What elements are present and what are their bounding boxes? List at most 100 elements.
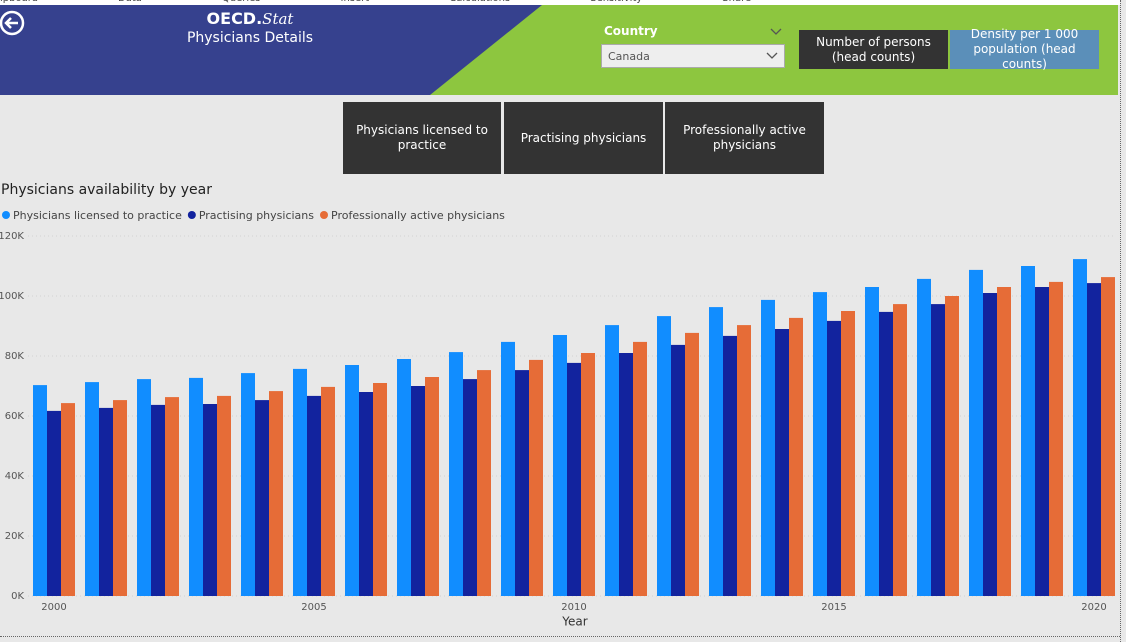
bar: [113, 400, 127, 596]
bar: [775, 329, 789, 596]
bar: [137, 379, 151, 596]
bar: [605, 325, 619, 596]
bar: [463, 379, 477, 596]
x-tick-label: 2000: [41, 602, 66, 613]
country-dropdown[interactable]: Canada: [601, 44, 785, 68]
dropdown-value: Canada: [608, 50, 650, 63]
bar: [567, 362, 581, 596]
bar: [397, 359, 411, 596]
bar: [85, 382, 99, 596]
bar: [1101, 277, 1115, 596]
bar: [931, 304, 945, 596]
bar: [1073, 259, 1087, 596]
y-tick-label: 120K: [0, 231, 24, 242]
bar: [879, 311, 893, 596]
y-tick-label: 60K: [5, 411, 25, 422]
ribbon-tab[interactable]: Data: [118, 0, 172, 5]
bar: [761, 299, 775, 596]
bar: [151, 404, 165, 596]
bar: [477, 370, 491, 596]
bar: [553, 335, 567, 596]
logo-main: OECD.: [206, 9, 263, 28]
bar: [657, 316, 671, 596]
bar: [47, 410, 61, 596]
chart-title: Physicians availability by year: [1, 182, 212, 198]
bar: [359, 392, 373, 596]
bar: [737, 325, 751, 596]
y-tick-label: 0K: [11, 591, 24, 602]
chevron: [766, 52, 778, 59]
bar: [813, 292, 827, 596]
measure-button[interactable]: Number of persons (head counts): [799, 30, 948, 69]
legend-marker: [320, 211, 328, 219]
bar: [449, 352, 463, 596]
bar: [983, 293, 997, 596]
ribbon-tab[interactable]: Queries: [222, 0, 291, 5]
bar: [581, 353, 595, 596]
bar: [345, 365, 359, 596]
logo: OECD.Stat: [180, 9, 320, 28]
y-tick-label: 20K: [5, 531, 25, 542]
bar: [321, 386, 335, 596]
legend-label: Physicians licensed to practice: [13, 209, 182, 222]
bar: [1035, 287, 1049, 596]
bar: [865, 287, 879, 596]
bar: [917, 278, 931, 596]
category-button[interactable]: Professionally active physicians: [665, 102, 824, 174]
ribbon-tab[interactable]: Sensitivity: [590, 0, 672, 5]
bar: [61, 403, 75, 596]
header-banner: [0, 5, 1120, 95]
category-button[interactable]: Physicians licensed to practice: [343, 102, 501, 174]
bar: [255, 400, 269, 596]
bar: [685, 332, 699, 596]
bar: [373, 383, 387, 596]
category-button[interactable]: Practising physicians: [504, 102, 663, 174]
measure-button[interactable]: Density per 1 000 population (head count…: [950, 27, 1099, 71]
ribbon-tab[interactable]: Share: [722, 0, 781, 5]
bar: [1049, 281, 1063, 596]
bar: [671, 344, 685, 596]
bar: [411, 386, 425, 596]
ribbon-tab[interactable]: Calculations: [449, 0, 540, 5]
bar: [307, 395, 321, 596]
bar: [893, 304, 907, 596]
ribbon-tab[interactable]: ipboard: [0, 0, 68, 5]
bar: [269, 391, 283, 596]
bar: [165, 397, 179, 596]
bar: [501, 341, 515, 596]
x-tick-label: 2020: [1081, 602, 1106, 613]
x-tick-label: 2015: [821, 602, 846, 613]
bar: [1087, 283, 1101, 596]
legend-marker: [2, 211, 10, 219]
logo-sub: Stat: [262, 10, 294, 28]
legend-label: Practising physicians: [199, 209, 314, 222]
page-title: Physicians Details: [186, 30, 314, 46]
y-tick-label: 80K: [5, 351, 25, 362]
bar: [789, 317, 803, 596]
bar: [633, 341, 647, 596]
bar: [945, 296, 959, 596]
ribbon-tab[interactable]: Insert: [341, 0, 400, 5]
bar: [99, 407, 113, 596]
frame-border: [0, 636, 1120, 637]
bar: [997, 287, 1011, 596]
bar: [515, 370, 529, 596]
x-tick-label: 2005: [301, 602, 326, 613]
bar: [619, 353, 633, 596]
x-tick-label: 2010: [561, 602, 586, 613]
bar: [827, 320, 841, 596]
bar: [1021, 266, 1035, 596]
bar: [529, 359, 543, 596]
chart: Physicians availability by year Year 0K 2…: [0, 182, 1116, 629]
x-axis-title: Year: [561, 615, 587, 629]
legend-marker: [187, 211, 196, 219]
bar: [203, 404, 217, 596]
bar: [217, 395, 231, 596]
bar: [293, 368, 307, 596]
ribbon: ipboard Data Queries Insert Calculations Sens…: [0, 0, 1120, 5]
bar: [425, 377, 439, 596]
bar: [189, 377, 203, 596]
legend-label: Professionally active physicians: [331, 209, 505, 222]
y-tick-label: 40K: [5, 471, 25, 482]
